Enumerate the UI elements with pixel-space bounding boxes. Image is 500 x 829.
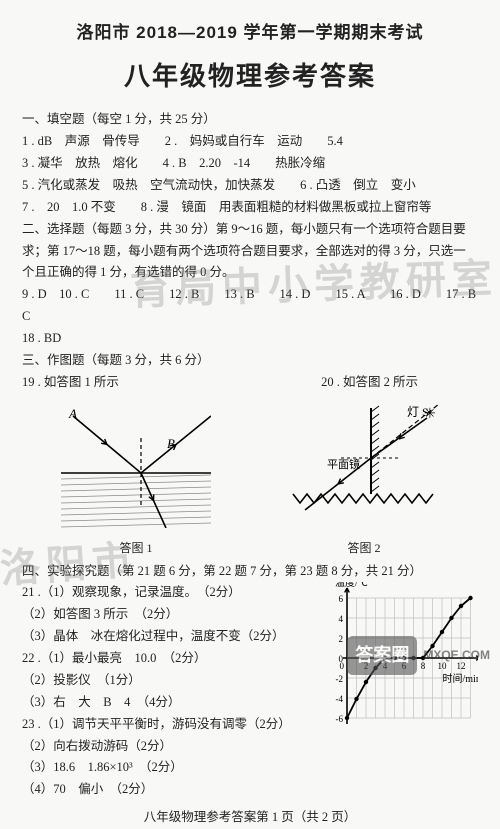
s4-23-4: （4）70 偏小 （2分） xyxy=(22,779,313,801)
s4-21-2: （2）如答图 3 所示 （2分） xyxy=(22,604,313,626)
wm-site: MXQE.COM xyxy=(423,645,490,666)
s4-21-1: 21 .（1）观察现象，记录温度。 （2分） xyxy=(22,582,313,604)
svg-text:B: B xyxy=(167,436,175,451)
svg-text:平面镜: 平面镜 xyxy=(327,457,360,471)
s4-21-3: （3）晶体 冰在熔化过程中，温度不变（2分） xyxy=(22,626,313,648)
s1-line7: 7 . 20 1.0 不变 8 . 漫 镜面 用表面粗糙的材料做黑板或拉上窗帘等 xyxy=(22,197,478,219)
s4-23-3: （3）18.6 1.86×10³ （2分） xyxy=(22,757,313,779)
s4-22-3: （3）右 大 B 4 （4分） xyxy=(22,692,313,714)
svg-text:2: 2 xyxy=(339,634,344,644)
answer-figure-2: 灯 S✳平面镜 xyxy=(289,398,439,528)
figures-row: AB 答图 1 灯 S✳平面镜 答图 2 xyxy=(22,398,478,559)
s1-line5: 5 . 汽化或蒸发 吸热 空气流动快，加快蒸发 6 . 凸透 倒立 变小 xyxy=(22,175,478,197)
svg-text:-2: -2 xyxy=(336,674,344,684)
section2-head: 二、选择题（每题 3 分，共 30 分）第 9～16 题，每小题只有一个选项符合… xyxy=(22,219,478,285)
answer-figure-1: AB xyxy=(61,408,211,528)
s4-22-1: 22 .（1）最小最亮 10.0 （2分） xyxy=(22,648,313,670)
s4-22-2: （2）投影仪 （1分） xyxy=(22,670,313,692)
fig2-label: 答图 2 xyxy=(289,538,439,559)
bottom-watermark: 答案圈 MXQE.COM xyxy=(347,636,490,676)
figure2-wrap: 灯 S✳平面镜 答图 2 xyxy=(289,398,439,559)
svg-text:6: 6 xyxy=(339,594,344,604)
svg-text:-6: -6 xyxy=(336,714,344,724)
svg-text:温度/℃: 温度/℃ xyxy=(335,582,368,589)
svg-text:-4: -4 xyxy=(336,694,344,704)
s4-23-1: 23 .（1）调节天平平衡时，游码没有调零（2分） xyxy=(22,714,313,736)
section4-head: 四、实验探究题（第 21 题 6 分，第 22 题 7 分，第 23 题 8 分… xyxy=(22,561,478,583)
s3-l19: 19 . 如答图 1 所示 xyxy=(22,372,119,394)
exam-header: 洛阳市 2018—2019 学年第一学期期末考试 xyxy=(22,18,478,48)
svg-text:4: 4 xyxy=(339,614,344,624)
section4-text: 21 .（1）观察现象，记录温度。 （2分） （2）如答图 3 所示 （2分） … xyxy=(22,582,313,801)
page-footer: 八年级物理参考答案第 1 页（共 2 页） xyxy=(22,807,478,829)
wm-badge: 答案圈 xyxy=(347,636,417,676)
s2-a18: 18 . BD xyxy=(22,328,478,350)
figure1-wrap: AB 答图 1 xyxy=(61,408,211,559)
section1-head: 一、填空题（每空 1 分，共 25 分） xyxy=(22,109,478,131)
svg-text:0: 0 xyxy=(340,661,345,671)
section3-head: 三、作图题（每题 3 分，共 6 分） xyxy=(22,350,478,372)
s3-l20: 20 . 如答图 2 所示 xyxy=(321,372,478,394)
s1-line1: 1 . dB 声源 骨传导 2 . 妈妈或自行车 运动 5.4 xyxy=(22,131,478,153)
s2-answers: 9 . D 10 . C 11 . C 12 . B 13 . B 14 . D… xyxy=(22,284,478,328)
fig1-label: 答图 1 xyxy=(61,538,211,559)
svg-text:A: A xyxy=(68,408,77,421)
s1-line3: 3 . 凝华 放热 熔化 4 . B 2.20 -14 热胀冷缩 xyxy=(22,153,478,175)
page-title: 八年级物理参考答案 xyxy=(22,54,478,100)
s4-23-2: （2）向右拨动游码（2分） xyxy=(22,736,313,758)
